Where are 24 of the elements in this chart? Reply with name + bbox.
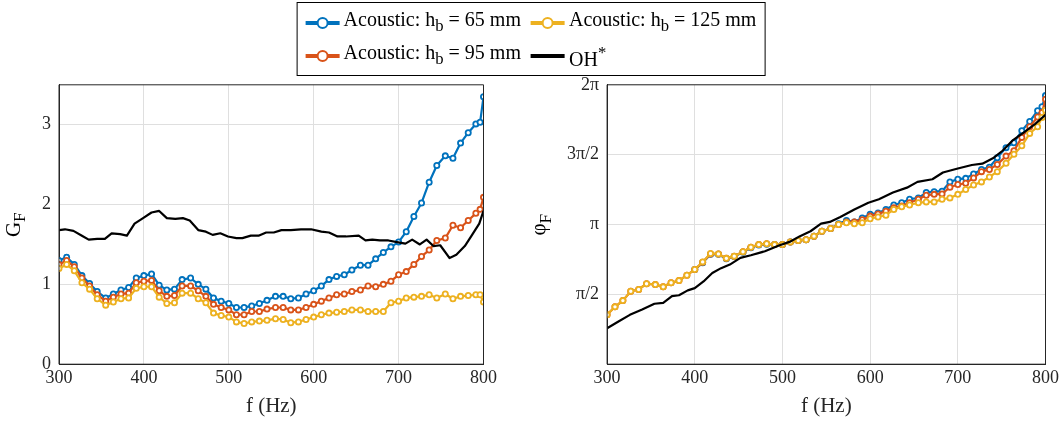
y-tick-label: 2 xyxy=(42,193,51,214)
y-tick-label: 1 xyxy=(42,273,51,294)
x-axis-title: f (Hz) xyxy=(800,392,852,417)
x-tick-label: 800 xyxy=(1032,366,1059,387)
legend-label: Acoustic: h$_{b}$ = 95 mm xyxy=(343,40,521,70)
x-tick-label: 300 xyxy=(593,366,621,387)
x-tick-label: 800 xyxy=(470,366,497,387)
x-tick-label: 600 xyxy=(856,366,884,387)
x-tick-label: 700 xyxy=(944,366,972,387)
x-tick-label: 400 xyxy=(681,366,709,387)
x-tick-label: 700 xyxy=(385,366,413,387)
x-axis-title: f (Hz) xyxy=(245,392,297,417)
y-tick-label: π/2 xyxy=(576,283,600,304)
y-tick-label: π xyxy=(590,213,600,234)
x-tick-label: 500 xyxy=(768,366,796,387)
y-tick-label: 3π/2 xyxy=(567,143,600,164)
x-tick-label: 600 xyxy=(300,366,328,387)
legend-label: Acoustic: h$_{b}$ = 125 mm xyxy=(569,7,757,37)
legend-label: Acoustic: h$_{b}$ = 65 mm xyxy=(343,7,521,37)
legend-label: OH$^{*}$ xyxy=(569,41,607,72)
x-tick-label: 400 xyxy=(130,366,158,387)
x-tick-label: 500 xyxy=(215,366,243,387)
y-tick-label: 3 xyxy=(42,113,51,134)
y-tick-label: 2π xyxy=(581,73,600,94)
